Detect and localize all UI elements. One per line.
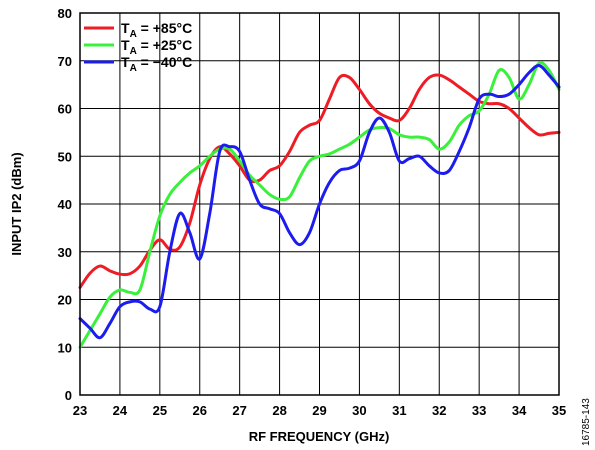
- x-tick-label: 27: [232, 403, 246, 418]
- legend-label-subscript: A: [130, 29, 137, 40]
- legend-label-prefix: T: [121, 20, 130, 36]
- series-line-minus40c: [78, 64, 561, 340]
- figure-id: 16785-143: [581, 398, 592, 446]
- x-tick-label: 33: [472, 403, 486, 418]
- legend-label: TA = +25°C: [121, 37, 192, 57]
- legend: TA = +85°CTA = +25°CTA = −40°C: [84, 20, 192, 74]
- y-tick-label: 40: [58, 197, 72, 212]
- x-tick-label: 28: [272, 403, 286, 418]
- x-tick-label: 32: [432, 403, 446, 418]
- x-tick-label: 23: [73, 403, 87, 418]
- legend-label-prefix: T: [121, 37, 130, 53]
- legend-label-suffix: = +25°C: [137, 37, 192, 53]
- legend-label-subscript: A: [130, 63, 137, 74]
- x-tick-label: 24: [113, 403, 128, 418]
- x-axis-title: RF FREQUENCY (GHz): [249, 429, 390, 444]
- y-tick-label: 10: [58, 340, 72, 355]
- y-tick-label: 30: [58, 245, 72, 260]
- x-tick-labels: 23 24 25 26 27 28 29 30 31 32 33 34 35: [73, 403, 566, 418]
- legend-label-suffix: = −40°C: [137, 54, 192, 70]
- y-tick-labels: 0 10 20 30 40 50 60 70 80: [58, 6, 72, 403]
- legend-label: TA = −40°C: [121, 54, 192, 74]
- series-layer: [78, 61, 561, 349]
- y-tick-label: 50: [58, 149, 72, 164]
- plot-frame: [79, 12, 560, 396]
- legend-label-subscript: A: [130, 46, 137, 57]
- x-tick-label: 31: [392, 403, 406, 418]
- y-axis-title: INPUT IP2 (dBm): [9, 152, 24, 255]
- legend-label-prefix: T: [121, 54, 130, 70]
- x-tick-label: 29: [312, 403, 326, 418]
- x-tick-label: 35: [552, 403, 566, 418]
- series-line-plus25c: [78, 61, 561, 349]
- y-tick-label: 0: [65, 388, 72, 403]
- x-tick-label: 30: [352, 403, 366, 418]
- x-tick-label: 25: [153, 403, 167, 418]
- y-tick-label: 20: [58, 293, 72, 308]
- y-tick-label: 60: [58, 102, 72, 117]
- y-tick-label: 80: [58, 6, 72, 21]
- legend-label-suffix: = +85°C: [137, 20, 192, 36]
- grid: [80, 13, 559, 395]
- legend-label: TA = +85°C: [121, 20, 192, 40]
- x-tick-label: 26: [193, 403, 207, 418]
- y-tick-label: 70: [58, 54, 72, 69]
- x-tick-label: 34: [512, 403, 527, 418]
